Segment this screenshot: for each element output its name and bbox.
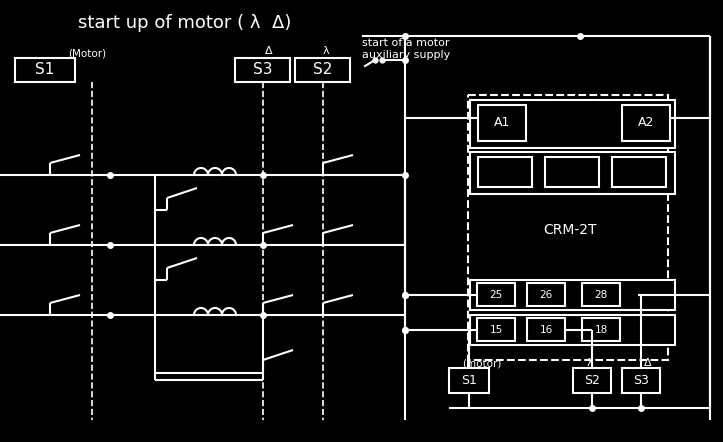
Bar xyxy=(295,58,350,82)
Text: 18: 18 xyxy=(594,325,607,335)
Bar xyxy=(15,58,75,82)
Text: 25: 25 xyxy=(489,290,502,300)
Text: S3: S3 xyxy=(633,373,649,386)
Text: start of a motor: start of a motor xyxy=(362,38,450,48)
Bar xyxy=(582,283,620,306)
Bar xyxy=(470,152,675,194)
Bar xyxy=(622,368,660,393)
Text: Δ: Δ xyxy=(265,46,273,56)
Bar xyxy=(478,157,532,187)
Bar xyxy=(527,318,565,341)
Text: CRM-2T: CRM-2T xyxy=(543,223,596,237)
Text: 16: 16 xyxy=(539,325,552,335)
Bar xyxy=(449,368,489,393)
Text: (motor): (motor) xyxy=(462,358,501,368)
Text: start up of motor ( λ  Δ): start up of motor ( λ Δ) xyxy=(78,14,291,32)
Bar xyxy=(477,318,515,341)
Text: S3: S3 xyxy=(253,62,273,77)
Bar xyxy=(478,105,526,141)
Bar xyxy=(582,318,620,341)
Bar xyxy=(470,100,675,148)
Text: λ: λ xyxy=(322,46,329,56)
Bar xyxy=(468,95,668,360)
Bar xyxy=(235,58,290,82)
Text: 15: 15 xyxy=(489,325,502,335)
Text: auxiliary supply: auxiliary supply xyxy=(362,50,450,60)
Text: S1: S1 xyxy=(461,373,477,386)
Text: Δ: Δ xyxy=(644,358,652,368)
Bar xyxy=(545,157,599,187)
Bar xyxy=(573,368,611,393)
Bar xyxy=(477,283,515,306)
Bar xyxy=(470,315,675,345)
Text: 28: 28 xyxy=(594,290,607,300)
Text: S2: S2 xyxy=(313,62,333,77)
Text: A2: A2 xyxy=(638,117,654,130)
Text: A1: A1 xyxy=(494,117,510,130)
Bar xyxy=(612,157,666,187)
Text: (Motor): (Motor) xyxy=(68,48,106,58)
Bar xyxy=(470,280,675,310)
Text: λ: λ xyxy=(586,358,594,368)
Text: S2: S2 xyxy=(584,373,600,386)
Text: 26: 26 xyxy=(539,290,552,300)
Bar xyxy=(527,283,565,306)
Text: S1: S1 xyxy=(35,62,55,77)
Bar xyxy=(622,105,670,141)
